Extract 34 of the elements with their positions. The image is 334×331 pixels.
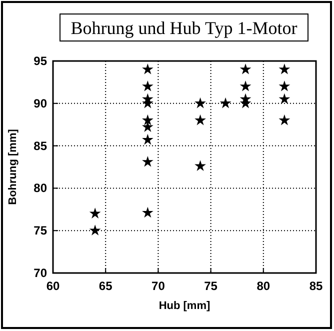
point xyxy=(142,121,154,132)
chart-title: Bohrung und Hub Typ 1-Motor xyxy=(70,18,298,38)
x-axis-title: Hub [mm] xyxy=(158,300,210,312)
point xyxy=(142,134,154,145)
y-tick-label: 80 xyxy=(34,181,48,196)
y-tick-label: 95 xyxy=(34,54,48,68)
x-tick-label: 65 xyxy=(98,279,113,293)
point xyxy=(194,97,206,108)
point xyxy=(240,64,252,74)
point xyxy=(278,80,290,92)
point xyxy=(240,80,252,92)
x-tick-label: 70 xyxy=(152,279,166,293)
x-tick-label: 60 xyxy=(46,279,60,293)
point xyxy=(142,156,154,167)
point xyxy=(142,114,154,126)
point xyxy=(142,206,154,218)
point xyxy=(142,64,154,74)
point xyxy=(89,208,101,218)
point xyxy=(142,80,154,92)
point xyxy=(278,114,290,126)
point xyxy=(89,224,101,236)
y-tick-label: 75 xyxy=(34,224,48,238)
point xyxy=(220,97,232,108)
point xyxy=(194,114,206,126)
x-tick-label: 85 xyxy=(309,279,323,293)
point xyxy=(278,64,290,74)
x-tick-label: 75 xyxy=(204,279,218,293)
y-tick-label: 70 xyxy=(34,266,48,280)
y-axis-title: Bohrung [mm] xyxy=(7,128,19,205)
point xyxy=(194,160,206,171)
point xyxy=(278,93,290,104)
y-tick-label: 85 xyxy=(34,138,48,153)
x-tick-label: 80 xyxy=(256,279,270,293)
y-tick-label: 90 xyxy=(34,96,48,110)
